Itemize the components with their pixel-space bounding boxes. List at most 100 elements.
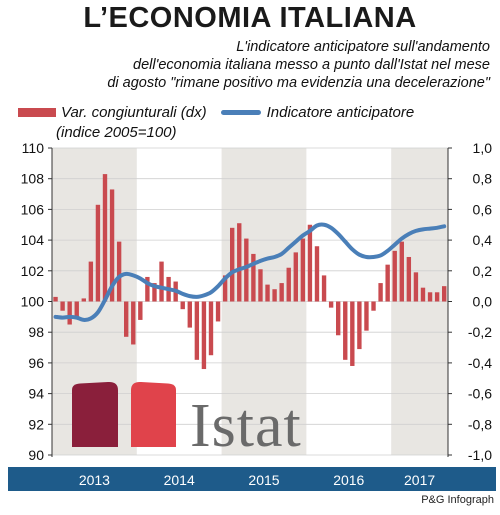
bar (194, 301, 200, 360)
bar (300, 238, 306, 302)
legend-line-label: Indicatore anticipatore (266, 103, 415, 121)
bar (201, 301, 207, 370)
right-tick-label: -0,6 (468, 386, 492, 402)
bar (244, 238, 249, 302)
bar (357, 301, 362, 350)
right-tick-label: 0,2 (473, 263, 493, 279)
index-note: (indice 2005=100) (56, 123, 177, 141)
bar (187, 301, 192, 328)
left-tick-label: 96 (28, 355, 44, 371)
bar (378, 283, 383, 302)
bar (371, 301, 376, 311)
legend-row: (indice 2005=100) (18, 122, 498, 142)
bar (314, 246, 320, 302)
bar (124, 301, 129, 337)
right-tick-label: -0,8 (468, 416, 492, 432)
bar (81, 298, 86, 302)
subtitle: L'indicatore anticipatore sull'andamento… (20, 38, 490, 92)
bar (251, 253, 256, 302)
logo-text: Istat (190, 392, 302, 460)
right-tick-label: 0,0 (473, 294, 493, 310)
bar-series (53, 174, 447, 370)
x-tick-label: 2016 (333, 472, 364, 488)
bar (364, 301, 369, 331)
bar (88, 261, 94, 302)
right-tick-label: 0,4 (473, 232, 493, 248)
line-series (53, 222, 447, 322)
bar (272, 289, 277, 302)
bar (427, 292, 433, 302)
left-tick-label: 102 (21, 263, 45, 279)
bar (441, 286, 447, 302)
bar (321, 275, 327, 302)
bar (392, 250, 397, 302)
right-tick-label: -0,4 (468, 355, 492, 371)
legend-row: Var. congiunturali (dx) Indicatore antic… (18, 102, 498, 122)
bar (335, 301, 341, 336)
bar (420, 287, 426, 302)
x-axis-tick-labels: 2013 2014 2015 2016 2017 (79, 472, 436, 488)
legend-line-swatch (220, 109, 261, 115)
bar (95, 204, 101, 302)
left-tick-label: 106 (21, 201, 45, 217)
left-tick-label: 100 (21, 294, 45, 310)
bar (293, 252, 298, 302)
right-tick-label: -1,0 (468, 447, 492, 463)
bar (286, 267, 291, 302)
istat-logo: Istat (72, 381, 302, 460)
bar (102, 174, 108, 302)
bar (350, 301, 355, 366)
right-tick-label: -0,2 (468, 324, 492, 340)
bar (413, 272, 419, 302)
x-tick-label: 2014 (164, 472, 195, 488)
credit: P&G Infograph (421, 494, 494, 506)
bar (265, 284, 270, 302)
bar (399, 241, 404, 302)
right-tick-label: 1,0 (473, 140, 493, 156)
bar (74, 301, 79, 317)
bar (406, 256, 412, 302)
bar (159, 261, 164, 302)
bar (208, 301, 214, 356)
bar (109, 189, 115, 302)
subtitle-line: dell'economia italiana messo a punto dal… (133, 57, 490, 73)
bar (279, 283, 284, 302)
x-tick-label: 2017 (404, 472, 435, 488)
gridlines (52, 147, 448, 456)
bar (343, 301, 348, 360)
x-axis-band (8, 467, 496, 491)
right-tick-label: 0,6 (473, 201, 493, 217)
bar (307, 224, 313, 302)
left-tick-label: 104 (21, 232, 45, 248)
subtitle-line: L'indicatore anticipatore sull'andamento (236, 39, 490, 55)
bar (258, 269, 263, 302)
left-tick-label: 110 (22, 140, 45, 156)
logo-light-block (131, 381, 176, 447)
bar (237, 223, 242, 302)
bar (67, 301, 72, 325)
subtitle-line: di agosto "rimane positivo ma evidenzia … (107, 75, 490, 91)
bar (180, 301, 185, 310)
chart-legend: Var. congiunturali (dx) Indicatore antic… (18, 102, 498, 142)
bar (116, 241, 122, 302)
bar (230, 227, 235, 302)
bar (222, 275, 228, 302)
bar (434, 292, 440, 302)
left-tick-label: 94 (28, 386, 44, 402)
bar (53, 296, 58, 302)
bar (215, 301, 221, 322)
x-tick-label: 2013 (79, 472, 110, 488)
axes: 110 108 106 104 102 100 98 96 94 92 90 1,0 0,8 0,6 0,4… (21, 140, 493, 463)
left-tick-label: 92 (28, 416, 44, 432)
bar (328, 301, 334, 308)
legend-bar-swatch (18, 107, 56, 117)
line-series-path (53, 222, 447, 322)
left-tick-label: 98 (28, 324, 44, 340)
bar (385, 264, 390, 302)
legend-bars-label: Var. congiunturali (dx) (61, 103, 207, 121)
right-tick-label: 0,8 (473, 171, 493, 187)
left-tick-label: 90 (28, 447, 44, 463)
left-tick-label: 108 (21, 171, 45, 187)
bar (138, 301, 143, 320)
